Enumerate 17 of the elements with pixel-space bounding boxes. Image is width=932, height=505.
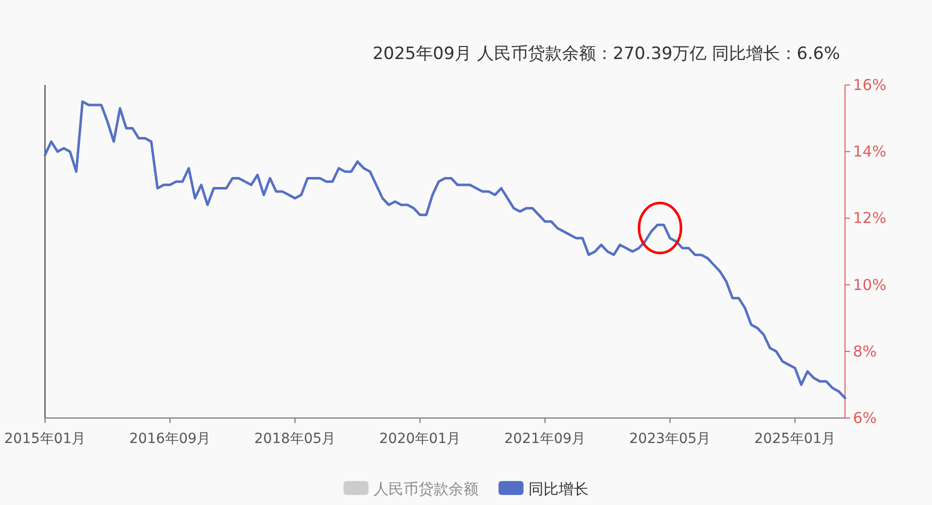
x-tick-label: 2018年05月: [254, 431, 336, 447]
x-tick-label: 2021年09月: [504, 431, 586, 447]
chart-title: 2025年09月 人民币贷款余额：270.39万亿 同比增长：6.6%: [372, 44, 840, 64]
y-tick-label: 8%: [853, 342, 877, 360]
legend-label: 同比增长: [528, 480, 588, 498]
x-tick-label: 2016年09月: [129, 431, 211, 447]
legend-label: 人民币贷款余额: [374, 480, 478, 498]
line-series: [44, 100, 846, 400]
y-tick-label: 12%: [853, 209, 886, 228]
y-tick-label: 10%: [853, 276, 886, 294]
y-tick-label: 16%: [853, 76, 886, 94]
x-tick-label: 2015年01月: [4, 431, 86, 447]
x-tick-label: 2025年01月: [754, 431, 836, 447]
x-tick-label: 2023年05月: [629, 431, 711, 447]
y-tick-label: 6%: [853, 409, 877, 427]
x-tick-label: 2020年01月: [379, 431, 461, 447]
y-tick-label: 14%: [853, 142, 886, 161]
